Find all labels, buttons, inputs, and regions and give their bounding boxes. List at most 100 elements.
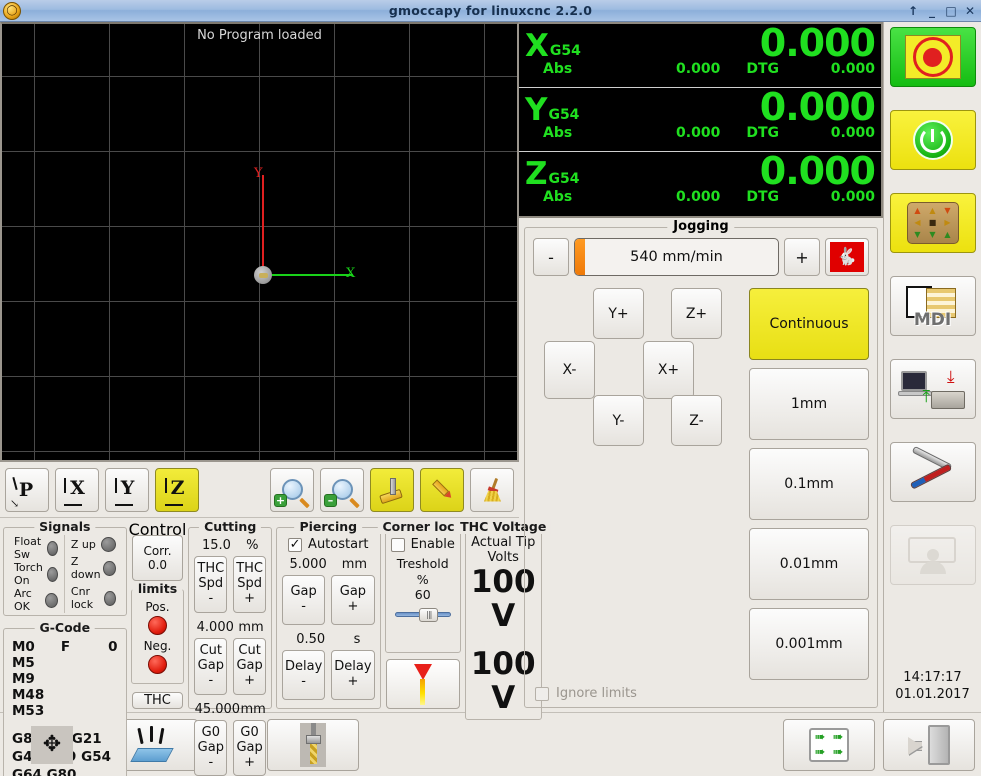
- jog-z-minus-button[interactable]: Z-: [671, 395, 722, 446]
- zoom-out-button[interactable]: –: [320, 467, 364, 512]
- g0-gap-minus-button[interactable]: G0 Gap -: [194, 719, 228, 776]
- jog-velocity-slider[interactable]: 540 mm/min: [574, 238, 779, 276]
- jog-vel-minus-button[interactable]: -: [533, 238, 569, 276]
- ignore-limits-checkbox[interactable]: [535, 686, 549, 701]
- view-z-label: Z: [164, 477, 188, 506]
- slider-knob[interactable]: |||: [419, 607, 439, 622]
- pierce-gap-minus-button[interactable]: Gap -: [282, 575, 326, 625]
- cut-gap-plus-button[interactable]: Cut Gap +: [233, 637, 266, 695]
- close-icon[interactable]: ✕: [964, 3, 976, 18]
- gcode-modal-m: M0 M5 M9 M48 M53: [12, 639, 45, 719]
- dro-value-z: 0.000: [759, 149, 876, 193]
- dro-dtg-label-x: DTG: [746, 60, 779, 77]
- minus-badge-icon: –: [324, 493, 337, 507]
- emergency-stop-icon: [904, 35, 961, 79]
- jog-x-plus-button[interactable]: X+: [643, 341, 694, 399]
- dro-abs-label-z: Abs: [543, 188, 573, 205]
- dro-value-x: 0.000: [759, 21, 876, 65]
- zoom-in-button[interactable]: +: [270, 467, 314, 512]
- load-file-button[interactable]: ⤓ ⤒: [889, 359, 976, 419]
- dro-axis-y[interactable]: Y G54 0.000 Abs 0.000 DTG 0.000: [519, 88, 881, 152]
- dro-abs-value-x: 0.000: [676, 60, 721, 77]
- status-panels: Signals Float Sw Torch On: [0, 518, 552, 776]
- rapid-toggle-button[interactable]: 🐇: [825, 238, 869, 276]
- thc-spd-minus-button[interactable]: THC Spd -: [194, 556, 228, 613]
- home-all-button[interactable]: ▲ ▲ ▼ ◀ ■ ▶ ▼ ▼ ▲: [889, 193, 976, 253]
- jog-increment-continuous[interactable]: Continuous: [749, 288, 869, 360]
- mdi-icon: MDI: [904, 284, 962, 330]
- gcode-preview[interactable]: No Program loaded Y X: [0, 22, 519, 462]
- clock-time: 14:17:17: [903, 669, 962, 685]
- dro-axis-z[interactable]: Z G54 0.000 Abs 0.000 DTG 0.000: [519, 152, 881, 216]
- jog-increment-0-001mm[interactable]: 0.001mm: [749, 608, 869, 680]
- thc-spd-plus-button[interactable]: THC Spd +: [233, 556, 266, 613]
- jog-z-plus-button[interactable]: Z+: [671, 288, 722, 339]
- jog-y-minus-button[interactable]: Y-: [593, 395, 644, 446]
- cut-gap-minus-button[interactable]: Cut Gap -: [194, 637, 228, 695]
- signal-label-cnr-lock: Cnr lock: [70, 585, 94, 612]
- jog-vel-plus-button[interactable]: +: [784, 238, 820, 276]
- tool-origin-marker: [254, 266, 272, 284]
- mdi-button[interactable]: MDI: [889, 276, 976, 336]
- ruler-icon: [378, 477, 406, 504]
- x-axis-label: X: [346, 266, 356, 281]
- pierce-gap-plus-button[interactable]: Gap +: [331, 575, 375, 625]
- edit-button[interactable]: [420, 467, 464, 512]
- signals-panel: Signals Float Sw Torch On: [3, 519, 127, 616]
- view-p-button[interactable]: P: [5, 467, 49, 512]
- dro-dtg-value-z: 0.000: [830, 188, 875, 205]
- thc-speed-unit: %: [246, 538, 259, 553]
- manual-jog-icon: ✥: [31, 725, 73, 764]
- g0-gap-plus-button[interactable]: G0 Gap +: [233, 719, 266, 776]
- maximize-icon[interactable]: □: [945, 3, 957, 18]
- signal-row: Float Sw: [14, 535, 58, 561]
- jog-increment-0-1mm[interactable]: 0.1mm: [749, 448, 869, 520]
- preview-grid: [2, 24, 517, 460]
- view-x-button[interactable]: X: [55, 467, 99, 512]
- rabbit-icon: 🐇: [830, 242, 864, 272]
- view-y-button[interactable]: Y: [105, 467, 149, 512]
- pierce-delay-value: 0.50: [296, 631, 326, 647]
- signal-row: Cnr lock: [71, 585, 116, 611]
- jog-increment-1mm[interactable]: 1mm: [749, 368, 869, 440]
- exit-button[interactable]: [883, 718, 975, 771]
- window-titlebar: ◯ gmoccapy for linuxcnc 2.2.0 ↑ _ □ ✕: [0, 0, 981, 22]
- clear-plot-button[interactable]: [470, 467, 514, 512]
- minimize-icon[interactable]: _: [929, 3, 935, 18]
- jog-y-plus-button[interactable]: Y+: [593, 288, 644, 339]
- pierce-delay-minus-button[interactable]: Delay -: [282, 649, 326, 700]
- center-column: X G54 0.000 Abs 0.000 DTG 0.000 Y G54 0.…: [519, 22, 883, 712]
- dro-axis-x[interactable]: X G54 0.000 Abs 0.000 DTG 0.000: [519, 24, 881, 88]
- thc-toggle-button[interactable]: THC: [131, 692, 184, 709]
- exit-icon: [908, 724, 950, 765]
- settings-button[interactable]: [889, 442, 976, 502]
- signals-column: Signals Float Sw Torch On: [1, 518, 129, 776]
- pierce-delay-plus-button[interactable]: Delay +: [331, 649, 375, 700]
- view-z-button[interactable]: Z: [155, 467, 199, 512]
- tool-tab[interactable]: [267, 718, 359, 771]
- jog-x-minus-button[interactable]: X-: [544, 341, 595, 399]
- control-column: Control Corr. 0.0 limits Pos. Neg. THC: [129, 518, 186, 712]
- correction-button[interactable]: Corr. 0.0: [131, 535, 184, 581]
- jog-increment-0-01mm[interactable]: 0.01mm: [749, 528, 869, 600]
- machine-power-button[interactable]: [889, 110, 976, 170]
- corner-enable-row[interactable]: Enable: [390, 537, 455, 552]
- corner-enable-checkbox[interactable]: [390, 537, 405, 552]
- torch-toggle-button[interactable]: [385, 659, 460, 709]
- pencil-icon: [424, 471, 461, 508]
- fullscreen-button[interactable]: ➠ ➠ ➠ ➠: [783, 718, 875, 771]
- shade-icon[interactable]: ↑: [907, 3, 919, 18]
- linuxcnc-icon: ◯: [3, 1, 21, 20]
- autostart-checkbox[interactable]: ✓: [288, 537, 303, 552]
- ignore-limits-row[interactable]: Ignore limits: [533, 686, 869, 701]
- show-dimensions-button[interactable]: [370, 467, 414, 512]
- thc-speed-value: 15.0: [201, 538, 231, 553]
- estop-button[interactable]: [889, 27, 976, 87]
- correction-label: Corr.: [143, 543, 172, 558]
- cut-gap-unit: mm: [238, 619, 264, 635]
- signals-right-group: Z up Z down Cnr lock: [63, 535, 122, 613]
- threshold-slider[interactable]: |||: [394, 607, 451, 622]
- autostart-row[interactable]: ✓ Autostart: [282, 537, 375, 552]
- power-icon: [912, 120, 953, 160]
- x-axis-line: [263, 274, 353, 276]
